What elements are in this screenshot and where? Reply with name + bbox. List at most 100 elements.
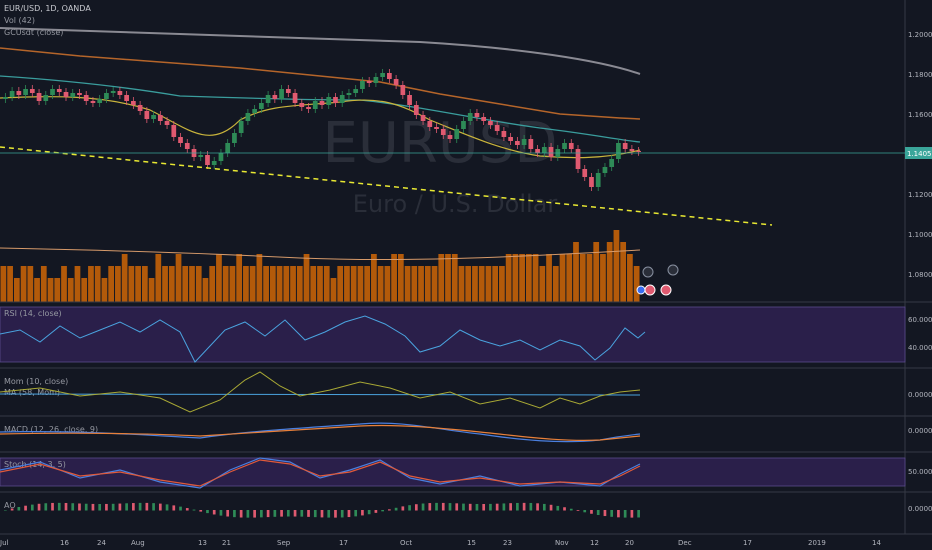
candle-body[interactable] (387, 73, 392, 79)
candle-body[interactable] (110, 91, 116, 93)
candle-body[interactable] (56, 89, 62, 92)
candle-body[interactable] (602, 167, 608, 173)
candle-body[interactable] (339, 95, 345, 103)
candle-body[interactable] (521, 139, 527, 145)
event-marker-icon[interactable] (642, 266, 654, 278)
time-axis[interactable]: Jul 16 24 Aug 13 21 Sep 17 Oct 15 23 Nov… (0, 539, 881, 547)
candle-body[interactable] (366, 81, 372, 83)
candle-body[interactable] (137, 105, 143, 111)
candle-body[interactable] (272, 95, 278, 99)
candle-body[interactable] (211, 161, 217, 165)
candle-body[interactable] (198, 155, 204, 157)
candle-body[interactable] (83, 95, 89, 101)
candle-body[interactable] (454, 129, 460, 139)
candle-body[interactable] (36, 93, 42, 101)
candle-body[interactable] (151, 115, 156, 119)
candle-body[interactable] (184, 143, 190, 149)
candle-body[interactable] (541, 147, 547, 153)
candle-body[interactable] (70, 93, 76, 97)
candle-body[interactable] (232, 133, 237, 143)
momentum-pane[interactable]: Mom (10, close) MA (58, Mom) 0.0000 (0, 371, 932, 413)
candle-body[interactable] (157, 115, 163, 121)
candle-body[interactable] (434, 127, 439, 129)
candle-body[interactable] (225, 143, 231, 153)
candle-body[interactable] (400, 85, 406, 95)
candle-body[interactable] (319, 101, 325, 105)
candle-body[interactable] (447, 135, 453, 139)
candle-body[interactable] (164, 121, 170, 125)
candle-body[interactable] (407, 95, 412, 105)
candle-body[interactable] (252, 109, 257, 113)
candle-body[interactable] (373, 77, 379, 83)
candle-body[interactable] (494, 125, 500, 131)
candle-body[interactable] (562, 143, 567, 149)
candle-body[interactable] (218, 153, 224, 161)
candle-body[interactable] (9, 91, 15, 97)
candle-body[interactable] (3, 97, 8, 99)
candle-body[interactable] (380, 73, 385, 77)
candle-body[interactable] (346, 93, 352, 95)
candle-body[interactable] (427, 121, 433, 127)
candle-body[interactable] (104, 93, 109, 99)
price-axis[interactable] (905, 0, 932, 550)
candle-body[interactable] (360, 81, 365, 89)
candle-body[interactable] (97, 99, 103, 103)
candle-body[interactable] (23, 89, 28, 95)
candle-body[interactable] (461, 121, 466, 129)
candle-body[interactable] (306, 107, 311, 109)
candle-body[interactable] (245, 113, 251, 121)
candlestick-series[interactable] (3, 69, 641, 191)
candle-body[interactable] (420, 115, 426, 121)
candle-body[interactable] (124, 95, 129, 101)
candle-body[interactable] (29, 89, 35, 93)
candle-body[interactable] (622, 143, 628, 149)
candle-body[interactable] (259, 103, 264, 109)
candle-body[interactable] (474, 113, 480, 117)
candle-body[interactable] (353, 89, 359, 93)
candle-body[interactable] (528, 139, 534, 149)
candle-body[interactable] (171, 125, 177, 137)
candle-body[interactable] (265, 95, 271, 103)
candle-body[interactable] (589, 177, 594, 187)
candle-body[interactable] (43, 95, 49, 101)
rsi-pane[interactable]: RSI (14, close) 60.0000 40.0000 (0, 306, 932, 363)
candle-body[interactable] (144, 111, 150, 119)
candle-body[interactable] (568, 143, 574, 149)
candle-body[interactable] (77, 93, 82, 95)
candle-body[interactable] (312, 101, 318, 109)
trend-dashed-line[interactable] (0, 146, 773, 226)
candle-body[interactable] (279, 89, 284, 99)
candle-body[interactable] (575, 149, 581, 169)
stoch-pane[interactable]: Stoch (14, 3, 5) 50.0000 (0, 457, 932, 489)
candle-body[interactable] (440, 129, 446, 135)
event-marker-icon[interactable] (644, 284, 656, 296)
candle-body[interactable] (393, 79, 399, 85)
candle-body[interactable] (582, 169, 588, 177)
candle-body[interactable] (616, 143, 621, 159)
candle-body[interactable] (508, 137, 513, 141)
candle-body[interactable] (50, 89, 55, 95)
candle-body[interactable] (238, 121, 244, 133)
candle-body[interactable] (501, 131, 507, 137)
candle-body[interactable] (292, 93, 298, 103)
candle-body[interactable] (467, 113, 473, 121)
candle-body[interactable] (326, 97, 332, 105)
candle-body[interactable] (609, 159, 615, 167)
event-marker-icon[interactable] (660, 284, 672, 296)
candle-body[interactable] (299, 103, 305, 107)
candle-body[interactable] (205, 155, 210, 165)
candle-body[interactable] (636, 151, 641, 152)
candle-body[interactable] (131, 101, 136, 105)
candle-body[interactable] (90, 101, 96, 103)
ao-pane[interactable]: AO 0.0000 (4, 501, 932, 518)
candle-body[interactable] (333, 97, 338, 103)
candle-body[interactable] (63, 92, 69, 97)
candle-body[interactable] (481, 117, 487, 121)
candle-body[interactable] (535, 149, 540, 153)
macd-pane[interactable]: MACD (12, 26, close, 9) 0.0000 (0, 422, 932, 443)
candle-body[interactable] (548, 147, 554, 157)
event-marker-icon[interactable] (667, 264, 679, 276)
candle-body[interactable] (595, 173, 601, 187)
event-markers[interactable] (636, 264, 679, 296)
